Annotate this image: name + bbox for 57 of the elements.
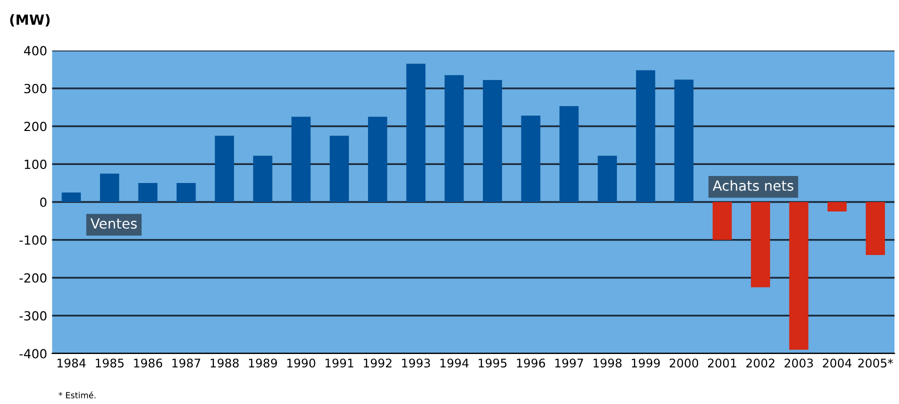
y-tick-label: -300: [20, 311, 46, 321]
bar: [444, 75, 464, 202]
x-tick-label: 1996: [517, 358, 546, 368]
x-tick-label: 1997: [555, 358, 584, 368]
x-tick-label: 1987: [172, 358, 200, 368]
y-tick-label: -100: [20, 235, 46, 245]
bar: [482, 80, 502, 202]
y-tick-label: 200: [24, 122, 46, 132]
bar: [789, 202, 808, 350]
x-tick-label: 1992: [364, 358, 392, 368]
y-tick-label: 400: [24, 46, 46, 56]
y-tick-label: -400: [20, 348, 46, 358]
x-tick-label: 1994: [440, 358, 469, 368]
bar: [368, 116, 388, 202]
y-axis-title: (MW): [10, 14, 50, 27]
bar: [636, 70, 656, 202]
x-tick-label: 1984: [58, 358, 86, 368]
x-tick-label: 2004: [822, 358, 852, 368]
text: * Estimé.: [58, 392, 96, 398]
x-tick-label: 1993: [402, 358, 430, 368]
bar: [406, 64, 426, 202]
bar: [253, 156, 272, 202]
bar: [138, 183, 158, 202]
bar: [521, 116, 540, 202]
x-tick-label: 2000: [670, 358, 698, 368]
x-tick-label: 1998: [594, 358, 622, 368]
bar: [62, 192, 81, 202]
bar: [291, 116, 311, 202]
bar: [559, 106, 579, 202]
x-tick-label: 2001: [708, 358, 736, 368]
bar: [330, 136, 349, 202]
annotation: Achats nets: [712, 180, 794, 191]
x-tick-label: 2005*: [858, 358, 893, 368]
x-tick-label: 1988: [210, 358, 239, 368]
bar: [828, 202, 847, 212]
bar: [176, 183, 196, 202]
y-tick-label: 300: [24, 84, 46, 94]
bar: [100, 174, 120, 202]
y-tick-label: 0: [40, 197, 46, 207]
bar: [750, 202, 770, 288]
x-tick-label: 1986: [134, 358, 162, 368]
x-tick-label: 1991: [326, 358, 354, 368]
bar: [674, 80, 694, 202]
y-tick-label: 100: [24, 160, 46, 170]
annotation: Ventes: [90, 218, 137, 229]
x-tick-label: 1985: [96, 358, 124, 368]
x-tick-label: 1999: [632, 358, 660, 368]
x-tick-label: 2002: [746, 358, 774, 368]
x-tick-label: 1989: [249, 358, 277, 368]
x-tick-label: 2003: [784, 358, 813, 368]
x-tick-label: 1990: [287, 358, 316, 368]
bar: [598, 156, 617, 202]
bar: [712, 202, 732, 240]
x-tick-label: 1995: [478, 358, 506, 368]
bar: [214, 136, 234, 202]
bar: [866, 202, 885, 256]
y-tick-label: -200: [20, 273, 46, 283]
